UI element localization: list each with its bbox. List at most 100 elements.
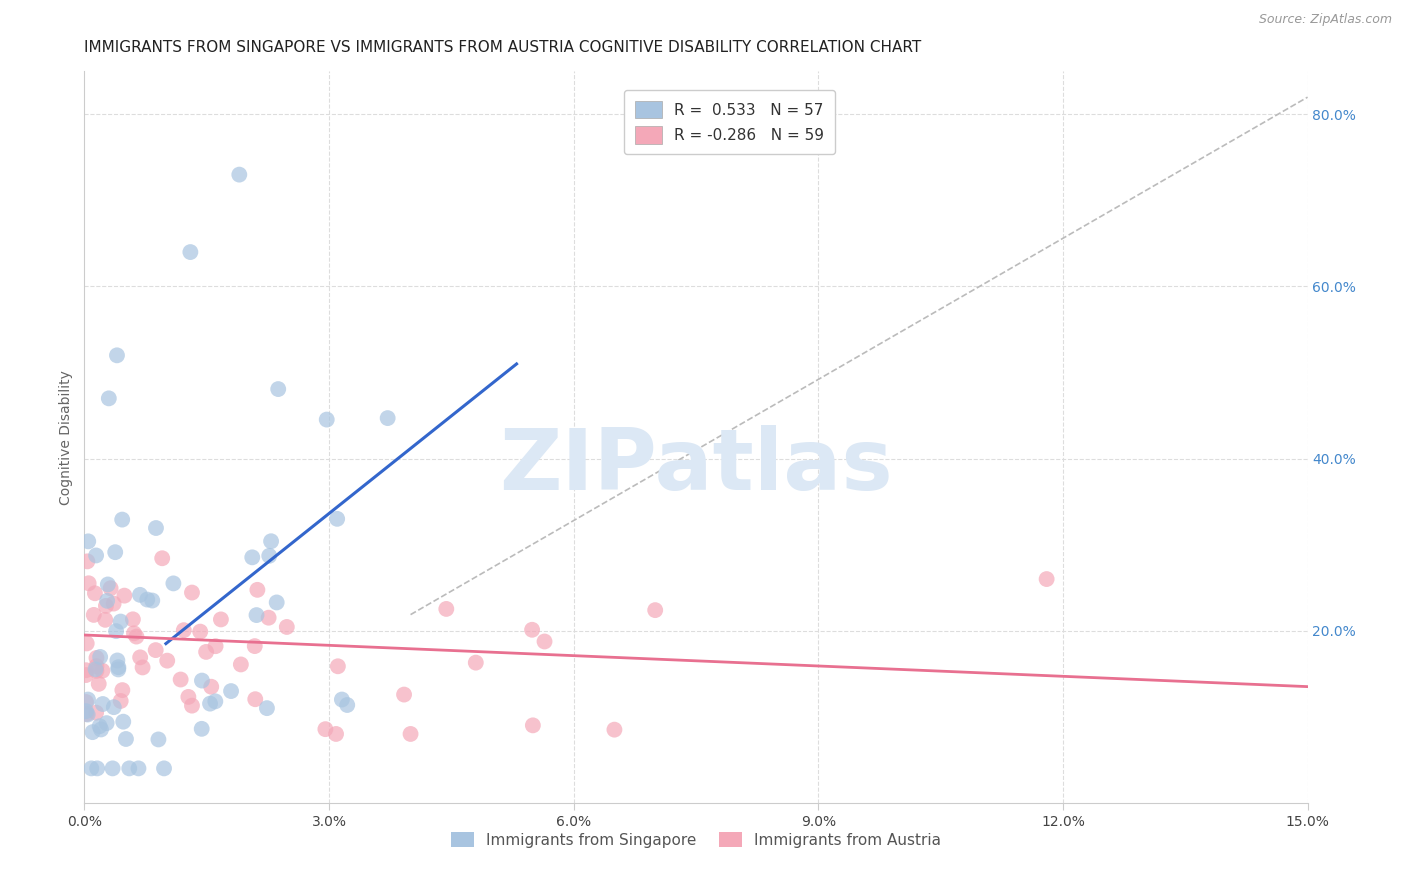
Point: [104, 545, 127, 559]
Point: [240, 550, 263, 565]
Point: [228, 168, 250, 182]
Legend: Immigrants from Singapore, Immigrants from Austria: Immigrants from Singapore, Immigrants fr…: [444, 825, 948, 854]
Point: [75, 695, 97, 709]
Point: [256, 701, 278, 715]
Point: [91, 697, 114, 711]
Point: [260, 534, 283, 549]
Point: [75, 668, 97, 682]
Point: [107, 662, 129, 676]
Point: [136, 592, 159, 607]
Point: [84, 549, 107, 563]
Point: [148, 732, 170, 747]
Point: [77, 534, 100, 549]
Point: [173, 623, 195, 637]
Point: [188, 624, 211, 639]
Text: IMMIGRANTS FROM SINGAPORE VS IMMIGRANTS FROM AUSTRIA COGNITIVE DISABILITY CORREL: IMMIGRANTS FROM SINGAPORE VS IMMIGRANTS …: [84, 40, 921, 55]
Point: [464, 656, 486, 670]
Point: [76, 554, 98, 568]
Point: [522, 718, 544, 732]
Y-axis label: Cognitive Disability: Cognitive Disability: [59, 369, 73, 505]
Point: [156, 654, 179, 668]
Point: [101, 761, 124, 775]
Point: [129, 588, 152, 602]
Point: [75, 704, 97, 718]
Point: [96, 716, 118, 731]
Point: [77, 692, 100, 706]
Point: [110, 615, 132, 629]
Point: [96, 594, 118, 608]
Point: [243, 639, 266, 653]
Point: [94, 599, 117, 613]
Point: [76, 706, 98, 721]
Point: [204, 639, 226, 653]
Point: [150, 551, 173, 566]
Point: [122, 626, 145, 640]
Point: [84, 662, 107, 676]
Point: [276, 620, 298, 634]
Point: [84, 586, 107, 600]
Point: [181, 698, 204, 713]
Point: [76, 707, 98, 722]
Point: [105, 653, 128, 667]
Point: [179, 245, 201, 260]
Point: [644, 603, 666, 617]
Point: [195, 645, 218, 659]
Point: [110, 694, 132, 708]
Point: [77, 576, 100, 591]
Point: [204, 694, 226, 708]
Point: [1035, 572, 1057, 586]
Point: [125, 630, 148, 644]
Point: [257, 610, 280, 624]
Point: [131, 660, 153, 674]
Point: [94, 613, 117, 627]
Point: [145, 521, 167, 535]
Text: Source: ZipAtlas.com: Source: ZipAtlas.com: [1258, 13, 1392, 27]
Point: [89, 719, 111, 733]
Point: [97, 392, 120, 406]
Point: [330, 692, 353, 706]
Point: [86, 659, 108, 673]
Point: [266, 595, 288, 609]
Point: [326, 659, 349, 673]
Point: [83, 607, 105, 622]
Point: [153, 761, 176, 775]
Point: [100, 581, 122, 595]
Point: [127, 761, 149, 775]
Point: [91, 664, 114, 678]
Point: [115, 731, 138, 746]
Point: [80, 761, 103, 775]
Point: [122, 612, 145, 626]
Point: [107, 660, 129, 674]
Point: [399, 727, 422, 741]
Point: [141, 593, 163, 607]
Point: [84, 706, 107, 720]
Point: [111, 683, 134, 698]
Point: [86, 664, 108, 678]
Point: [87, 677, 110, 691]
Point: [118, 761, 141, 775]
Point: [190, 722, 212, 736]
Point: [145, 643, 167, 657]
Point: [90, 723, 112, 737]
Point: [191, 673, 214, 688]
Point: [219, 684, 242, 698]
Point: [315, 412, 337, 426]
Point: [112, 714, 135, 729]
Point: [520, 623, 543, 637]
Point: [392, 688, 415, 702]
Point: [162, 576, 184, 591]
Point: [336, 698, 359, 712]
Point: [86, 761, 108, 775]
Point: [257, 549, 280, 563]
Point: [267, 382, 290, 396]
Point: [603, 723, 626, 737]
Point: [181, 585, 204, 599]
Point: [103, 597, 125, 611]
Point: [97, 577, 120, 591]
Point: [200, 680, 222, 694]
Point: [314, 722, 336, 736]
Point: [112, 589, 135, 603]
Point: [105, 624, 128, 639]
Point: [111, 513, 134, 527]
Point: [76, 636, 98, 650]
